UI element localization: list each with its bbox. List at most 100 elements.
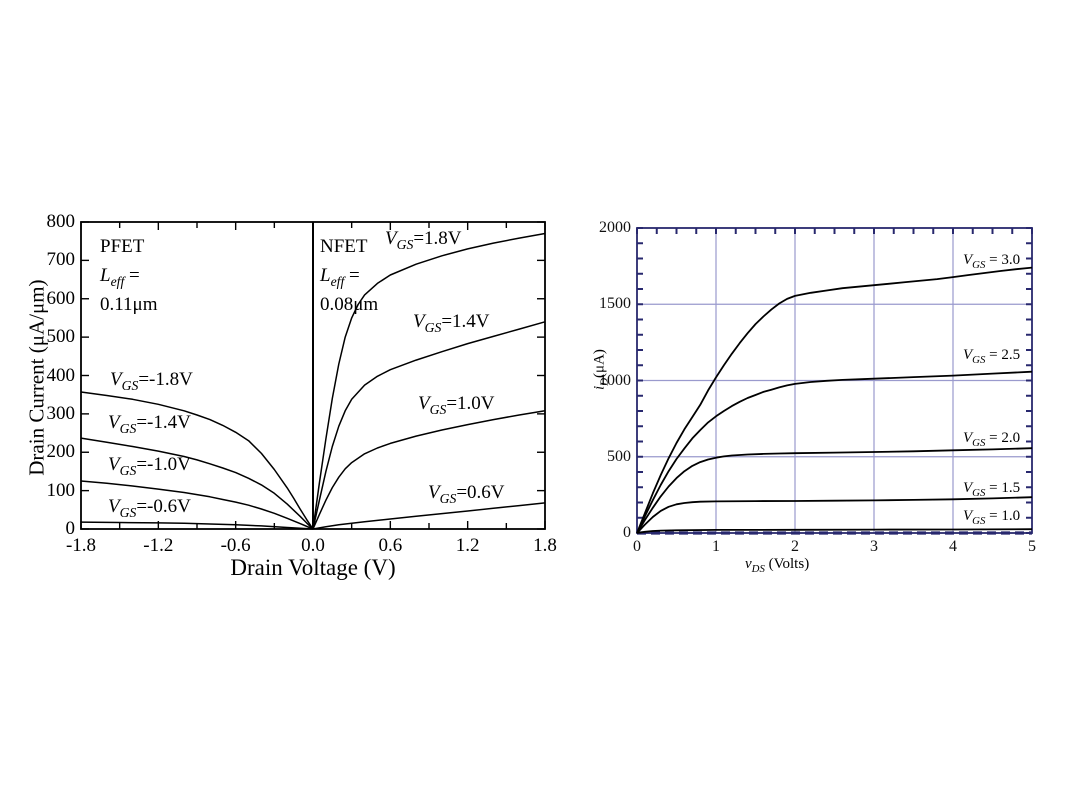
curve-label: VGS=1.8V — [385, 228, 462, 253]
x-tick-label: 0 — [633, 538, 641, 555]
label-text-part: =0.6V — [456, 482, 505, 503]
curve-nfet-vgs=1.8v — [312, 232, 546, 530]
panel-label-line: PFET — [100, 235, 158, 264]
label-text-part: =1.8V — [413, 228, 462, 249]
y-tick-label: 1000 — [599, 371, 631, 389]
y-axis-title: iD(μA) — [592, 310, 611, 430]
x-tick-label: 0.6 — [378, 535, 403, 556]
label-italic-part: V — [110, 369, 122, 390]
label-italic-part: V — [428, 482, 440, 503]
label-text-part: =-1.4V — [136, 412, 191, 433]
x-tick-label: 2 — [791, 538, 799, 555]
y-tick-label: 100 — [46, 479, 76, 501]
label-text-part: =-1.0V — [136, 454, 191, 475]
label-italic-part: L — [100, 264, 111, 286]
x-axis-title: vDS (Volts) — [745, 556, 809, 575]
label-subscript-part: GS — [119, 420, 137, 436]
curve-pfet-vgs=-1.8v — [80, 391, 314, 530]
curve-label: VGS=1.0V — [418, 393, 495, 418]
label-italic-part: V — [108, 412, 120, 433]
x-tick-label: -1.2 — [143, 535, 174, 556]
fet-iv-chart: -1.8 -1.2 -0.6 0.0 0.6 1.2 1.8 0 100 200 300 400 500… — [24, 195, 758, 605]
curve-label: VGS = 1.5 — [963, 480, 1020, 499]
y-tick-label: 500 — [46, 326, 76, 348]
mosfet-output-chart: 0 1 2 3 4 5 0 500 1000 1500 2000 vDS (Volts) iD(μA) V… — [575, 200, 1075, 595]
y-tick-label: 500 — [607, 447, 631, 465]
y-tick-label: 200 — [46, 441, 76, 463]
label-subscript-part: GS — [972, 354, 986, 366]
label-text-part: = 1.0 — [985, 508, 1021, 524]
label-text-part: =1.4V — [441, 311, 490, 332]
y-tick-label: 0 — [65, 518, 76, 539]
label-italic-part: V — [963, 480, 973, 496]
x-tick-label: 0.0 — [301, 535, 325, 556]
y-tick-label: 2000 — [599, 219, 631, 236]
curve-label: VGS=-1.0V — [108, 454, 191, 479]
label-subscript-part: D — [598, 377, 611, 386]
curve-nfet-vgs=0.6v — [312, 502, 546, 530]
curve-label: VGS=-1.8V — [110, 369, 193, 394]
label-subscript-part: GS — [119, 504, 137, 520]
label-italic-part: v — [745, 556, 752, 572]
panel-label-line: NFET — [320, 235, 378, 264]
label-text-part: (Volts) — [764, 556, 810, 572]
curve-nfet-vgs=1.0v — [312, 410, 546, 530]
x-tick-label: 1 — [712, 538, 720, 555]
curve-nfet-vgs=1.4v — [312, 321, 546, 530]
label-subscript-part: GS — [429, 401, 447, 417]
curve-vgs-=-1.5 — [636, 496, 1033, 534]
panel-label-line: Leff = — [100, 264, 158, 293]
label-text-part: =-1.8V — [138, 369, 193, 390]
label-subscript-part: GS — [972, 487, 986, 499]
label-italic-part: V — [108, 454, 120, 475]
label-subscript-part: GS — [119, 462, 137, 478]
label-italic-part: V — [413, 311, 425, 332]
x-tick-label: 3 — [870, 538, 878, 555]
y-tick-label: 300 — [46, 402, 76, 424]
y-tick-label: 700 — [46, 249, 76, 271]
y-tick-label: 1500 — [599, 295, 631, 313]
label-text-part: = 3.0 — [985, 252, 1021, 268]
curve-vgs-=-1.0 — [636, 528, 1033, 534]
panel-label-line: Leff = — [320, 264, 378, 293]
label-subscript-part: GS — [439, 490, 457, 506]
curve-vgs-=-2.5 — [636, 370, 1033, 534]
y-tick-label: 0 — [623, 524, 631, 541]
label-italic-part: V — [418, 393, 430, 414]
label-text-part: 0.11μm — [100, 293, 158, 315]
label-italic-part: V — [963, 508, 973, 524]
label-italic-part: V — [963, 252, 973, 268]
label-text-part: PFET — [100, 236, 145, 257]
label-italic-part: L — [320, 264, 331, 286]
curve-label: VGS=1.4V — [413, 311, 490, 336]
label-text-part: Drain Voltage (V) — [230, 555, 396, 580]
x-tick-label: -1.8 — [65, 535, 97, 556]
label-text-part: = — [124, 264, 140, 286]
x-tick-label: 5 — [1028, 538, 1036, 555]
panel-label-line: 0.11μm — [100, 293, 158, 322]
panel-label: NFET Leff = 0.08μm — [320, 235, 378, 321]
right-plot-svg — [636, 227, 1033, 535]
label-subscript-part: eff — [330, 273, 345, 289]
label-italic-part: V — [963, 347, 973, 363]
label-italic-part: V — [108, 496, 120, 517]
x-axis-title: Drain Voltage (V) — [163, 555, 463, 586]
label-italic-part: i — [591, 385, 608, 390]
curve-pfet-vgs=-1.4v — [80, 437, 314, 530]
label-text-part: NFET — [320, 236, 368, 257]
x-tick-label: 4 — [949, 538, 957, 555]
label-text-part: Drain Current (μA/μm) — [24, 279, 49, 476]
label-text-part: =-0.6V — [136, 496, 191, 517]
label-subscript-part: GS — [972, 259, 986, 271]
label-subscript-part: GS — [972, 437, 986, 449]
left-plot-svg — [80, 221, 546, 530]
label-italic-part: V — [963, 430, 973, 446]
label-subscript-part: GS — [972, 515, 986, 527]
curve-vgs-=-3.0 — [636, 266, 1033, 534]
y-tick-label: 400 — [46, 364, 76, 386]
label-italic-part: V — [385, 228, 397, 249]
x-tick-label: 1.8 — [533, 535, 557, 556]
y-tick-label: 600 — [46, 287, 76, 309]
label-subscript-part: eff — [110, 273, 125, 289]
